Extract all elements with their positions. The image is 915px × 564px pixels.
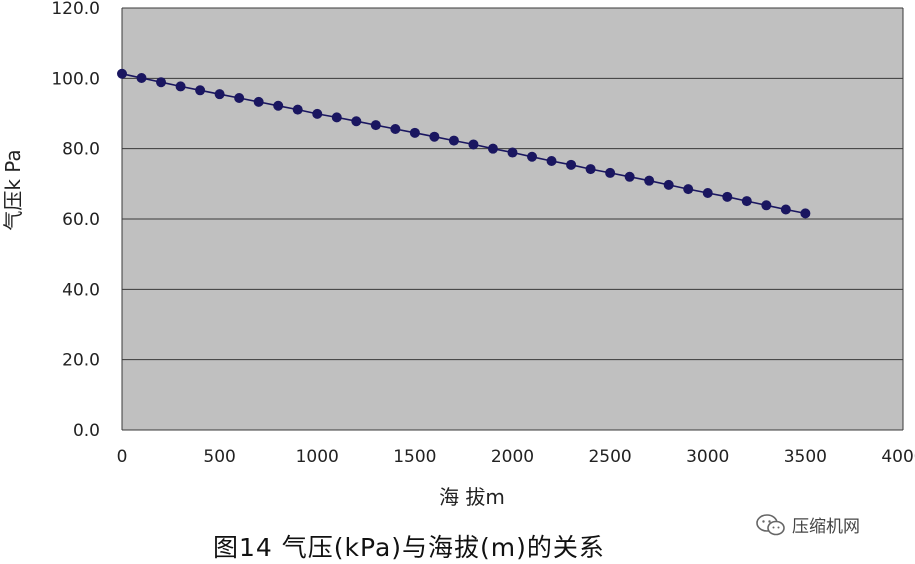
x-tick-label: 3500 [784, 447, 827, 467]
y-tick-label: 80.0 [62, 140, 100, 160]
data-point [136, 72, 147, 83]
data-point [117, 68, 127, 79]
data-point [683, 184, 694, 195]
data-point [702, 187, 713, 198]
x-tick-label: 2500 [588, 447, 631, 467]
data-point [390, 123, 401, 134]
data-point [175, 81, 186, 92]
data-point [273, 100, 284, 111]
x-tick-label: 4000 [881, 447, 915, 467]
y-tick-label: 60.0 [62, 210, 100, 230]
data-point [546, 155, 557, 166]
data-point [722, 191, 733, 202]
data-point [351, 116, 362, 127]
data-point [253, 96, 264, 107]
data-point [780, 204, 791, 215]
data-point [487, 143, 498, 154]
data-point [448, 135, 459, 146]
y-tick-label: 20.0 [62, 351, 100, 371]
y-axis-ticks: 0.0 20.0 40.0 60.0 80.0 100.0 120.0 [51, 0, 100, 441]
x-tick-label: 1000 [296, 447, 339, 467]
figure-caption: 图14 气压(kPa)与海拔(m)的关系 [213, 533, 605, 562]
data-point [761, 200, 772, 211]
data-point [429, 131, 440, 142]
data-point [234, 93, 245, 104]
watermark: 压缩机网 [756, 512, 860, 537]
data-point [800, 208, 811, 219]
y-tick-label: 40.0 [62, 280, 100, 300]
data-point [624, 171, 635, 182]
data-point [312, 108, 323, 119]
y-tick-label: 0.0 [73, 421, 100, 441]
data-point [409, 127, 420, 138]
data-point [292, 104, 303, 115]
data-point [585, 164, 596, 175]
data-point [507, 147, 518, 158]
x-tick-label: 0 [117, 447, 128, 467]
y-axis-title: 气压k Pa [1, 149, 25, 230]
data-point [156, 77, 167, 88]
x-tick-label: 500 [203, 447, 235, 467]
data-point [195, 85, 206, 96]
data-point [370, 120, 381, 131]
data-point [214, 89, 225, 100]
series-group [117, 68, 811, 219]
y-tick-label: 100.0 [51, 69, 100, 89]
data-point [741, 196, 752, 207]
x-axis-title: 海 拔m [439, 485, 505, 509]
x-axis-ticks: 0 500 1000 1500 2000 2500 3000 3500 4000 [117, 447, 915, 467]
data-point [331, 112, 342, 123]
wechat-icon [756, 513, 785, 535]
y-tick-label: 120.0 [51, 0, 100, 19]
data-point [663, 179, 674, 190]
data-point [605, 167, 616, 178]
watermark-text: 压缩机网 [792, 517, 860, 537]
x-tick-label: 1500 [393, 447, 436, 467]
data-point [527, 151, 538, 162]
data-point [468, 139, 479, 150]
data-point [644, 175, 655, 186]
x-tick-label: 2000 [491, 447, 534, 467]
x-tick-label: 3000 [686, 447, 729, 467]
data-point [566, 159, 577, 170]
